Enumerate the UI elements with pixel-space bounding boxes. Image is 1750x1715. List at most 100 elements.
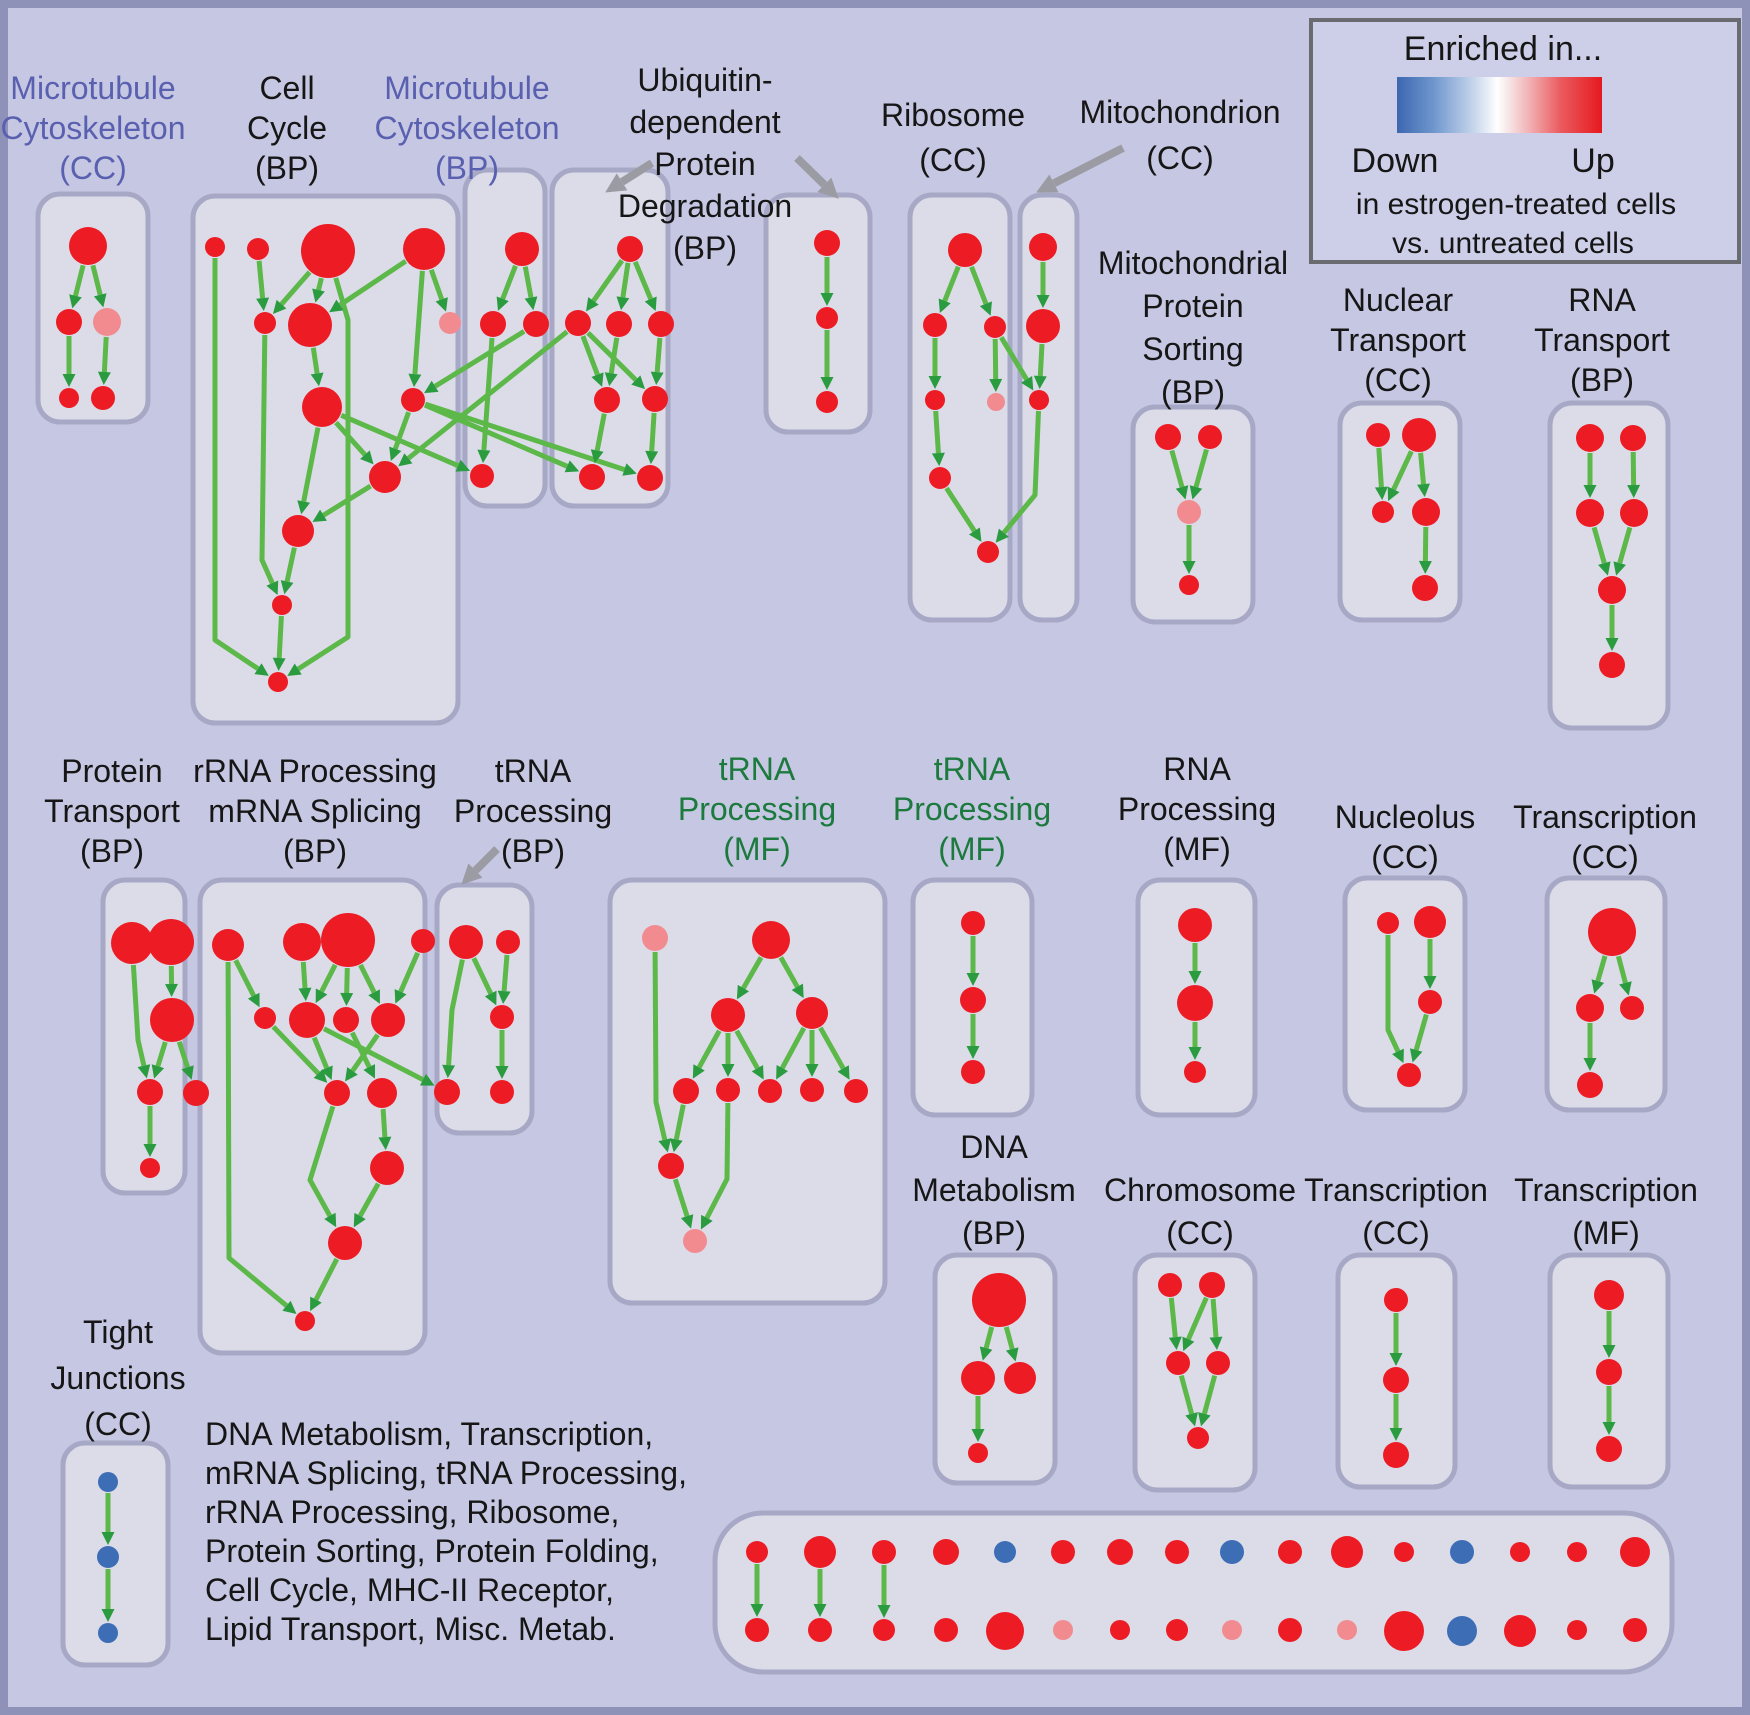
node-tbp.b	[496, 930, 520, 954]
edge-cc.a-cc.m	[212, 258, 269, 676]
cluster-label-line: Chromosome	[1104, 1172, 1296, 1208]
node-chr.b	[1199, 1272, 1225, 1298]
node-ub.d	[648, 311, 674, 337]
cluster-label-line: Transcription	[1304, 1172, 1488, 1208]
edge-rrna.a-rrna.e	[233, 959, 260, 1008]
node-pt.b	[148, 919, 194, 965]
node-rt.b	[1620, 425, 1646, 451]
node-tbp.d	[434, 1079, 460, 1105]
pointer-arrow-icon	[794, 155, 839, 199]
node-ub2.c	[816, 391, 838, 413]
node-dm.d	[968, 1443, 988, 1463]
edge-mtcc.a-mtcc.b	[69, 264, 86, 309]
cluster-label-line: (BP)	[1161, 374, 1225, 410]
edge-rrna.d-rrna.h	[394, 951, 420, 1004]
legend-subtitle-2: vs. untreated cells	[1392, 227, 1634, 260]
node-nt.a	[1366, 423, 1390, 447]
cluster-label-line: (BP)	[673, 230, 737, 266]
node-rt.d	[1620, 499, 1648, 527]
node-rt.e	[1598, 576, 1626, 604]
pointer-arrow-icon	[1036, 144, 1125, 193]
cluster-label-line: Mitochondrial	[1098, 245, 1288, 281]
node-tc2.d	[1577, 1072, 1603, 1098]
edge-tmf1.e-tmf1.j	[669, 1104, 686, 1153]
node-tmf3.b	[1596, 1359, 1622, 1385]
edge-rrna.a-rrna.m	[225, 961, 297, 1315]
node-tmf3.a	[1594, 1280, 1624, 1310]
cluster-label-line: (BP)	[1570, 362, 1634, 398]
node-bb.t13	[1450, 1540, 1474, 1564]
legend-gradient-bar	[1397, 77, 1602, 133]
edge-rrna.c-rrna.f	[315, 963, 338, 1004]
edge-mtbp.b-mtbp.d	[477, 337, 495, 464]
cluster-label-line: mRNA Splicing	[208, 793, 421, 829]
cluster-label-line: Tight	[83, 1314, 153, 1350]
node-rrna.l	[328, 1226, 362, 1260]
edge-pt.a-pt.d	[130, 964, 151, 1079]
cluster-label-line: (BP)	[255, 150, 319, 186]
cluster-label-line: (MF)	[723, 831, 791, 867]
cluster-box-mtcc	[35, 191, 151, 425]
node-tmf1.i	[844, 1079, 868, 1103]
node-dm.a	[972, 1273, 1026, 1327]
node-nt.e	[1412, 575, 1438, 601]
node-bb.b8	[1166, 1619, 1188, 1641]
node-cc.f	[288, 303, 332, 347]
edge-rrna.f-rrna.i	[311, 1036, 333, 1081]
edge-cc.k-cc.l	[280, 547, 297, 595]
edge-cc.i-cc.j	[389, 411, 411, 462]
cluster-label-line: Transport	[1330, 322, 1466, 358]
edge-chr.b-chr.c	[1182, 1296, 1209, 1352]
node-tbp.a	[449, 925, 483, 959]
node-bb.t4	[933, 1539, 959, 1565]
cluster-label-line: Metabolism	[912, 1172, 1076, 1208]
node-tmf1.e	[673, 1078, 699, 1104]
node-rrna.i	[324, 1080, 350, 1106]
annotation-line: Cell Cycle, MHC-II Receptor,	[205, 1572, 614, 1608]
cluster-label-line: Transport	[1534, 322, 1670, 358]
node-rrna.b	[283, 923, 321, 961]
edge-cc.f-cc.h	[310, 347, 324, 387]
edge-rrna.b-rrna.f	[298, 961, 312, 1002]
edge-tbp.b-tbp.c	[497, 954, 511, 1005]
node-bb.b6	[1053, 1620, 1073, 1640]
node-chr.c	[1166, 1351, 1190, 1375]
edge-rib.a-rib.b	[938, 265, 961, 313]
cluster-label-line: (MF)	[1572, 1215, 1640, 1251]
node-tmf1.c	[711, 998, 745, 1032]
node-tc3.a	[1384, 1288, 1408, 1312]
edge-cc.d-cc.f	[329, 259, 408, 313]
node-tj.a	[98, 1472, 118, 1492]
cluster-box-rt	[1547, 400, 1671, 731]
cluster-label-line: RNA	[1163, 751, 1231, 787]
node-bb.b3	[873, 1619, 895, 1641]
edge-chr.d-chr.e	[1198, 1374, 1218, 1427]
legend-up-label: Up	[1571, 142, 1614, 180]
cluster-label-line: tRNA	[934, 751, 1011, 787]
annotation-line: Lipid Transport, Misc. Metab.	[205, 1611, 616, 1647]
node-ncl.a	[1377, 912, 1399, 934]
cluster-label-line: tRNA	[495, 753, 572, 789]
node-bb.t15	[1567, 1542, 1587, 1562]
edge-rrna.j-rrna.k	[378, 1108, 392, 1151]
cluster-label-line: Cytoskeleton	[375, 110, 560, 146]
node-chr.d	[1206, 1351, 1230, 1375]
annotation-line: mRNA Splicing, tRNA Processing,	[205, 1455, 687, 1491]
edge-ub.b-ub.f	[586, 331, 646, 390]
edge-ub.e-ub.g	[590, 413, 607, 464]
node-mtcc.e	[91, 386, 115, 410]
node-mtcc.a	[69, 227, 107, 265]
edge-rib.a-rib.c	[969, 265, 992, 316]
cluster-label-line: (CC)	[919, 142, 987, 178]
node-bb.t12	[1394, 1542, 1414, 1562]
cluster-label-line: Microtubule	[384, 70, 549, 106]
edge-tbp.a-tbp.c	[471, 957, 497, 1006]
cluster-label-line: (MF)	[1163, 831, 1231, 867]
node-ncl.c	[1418, 990, 1442, 1014]
node-ncl.d	[1397, 1063, 1421, 1087]
edge-cc.d-cc.i	[408, 270, 425, 388]
node-ub.f	[642, 386, 668, 412]
node-rrna.m	[295, 1311, 315, 1331]
node-nt.d	[1412, 498, 1440, 526]
